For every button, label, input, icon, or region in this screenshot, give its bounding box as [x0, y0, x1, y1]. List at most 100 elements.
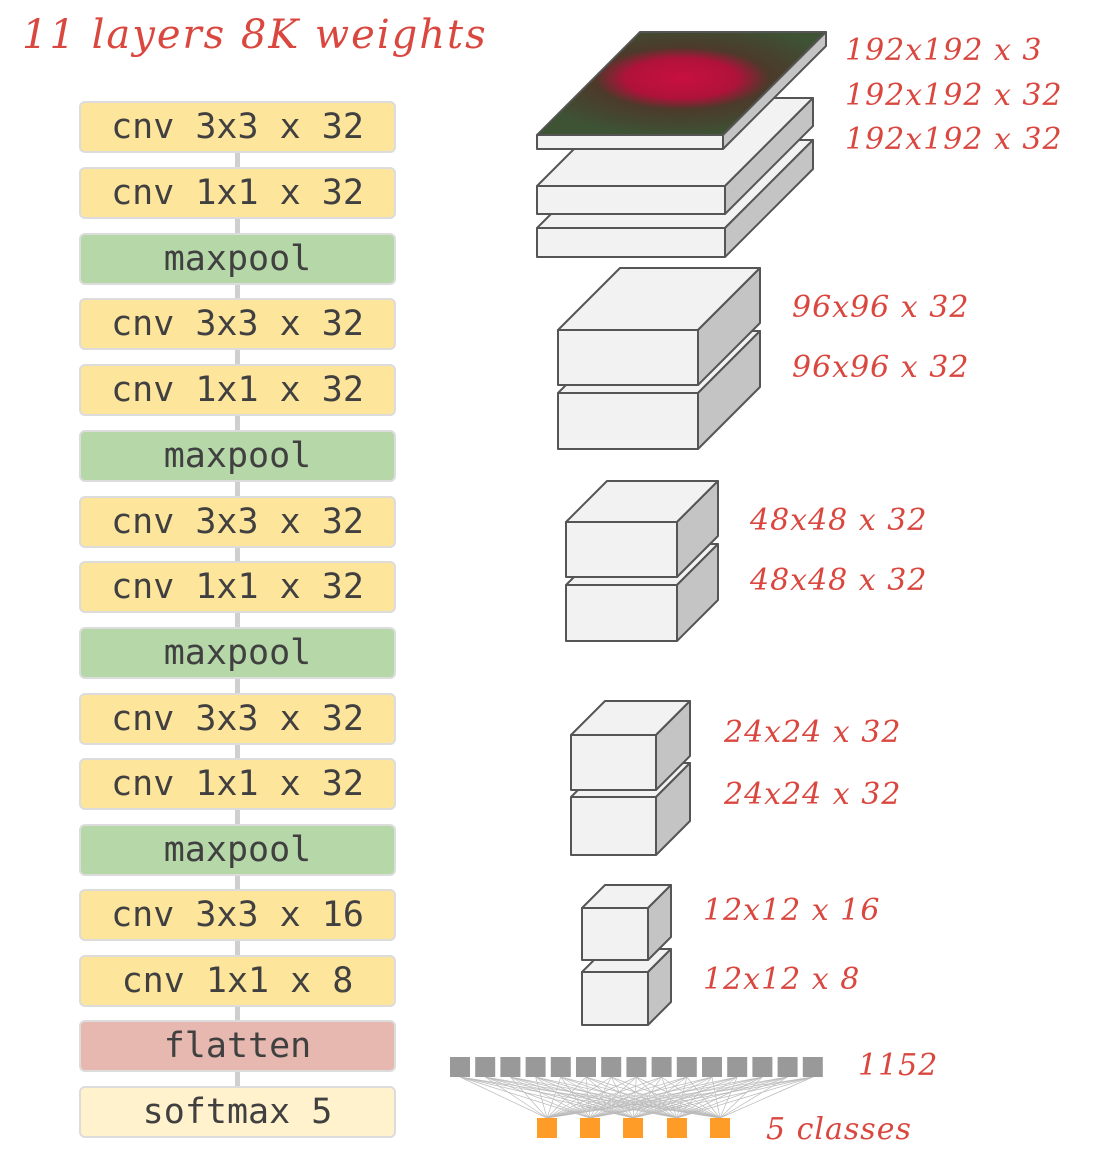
layer-box-flat: flatten	[79, 1020, 396, 1072]
flatten-node	[525, 1057, 546, 1077]
flatten-node	[727, 1057, 748, 1077]
flatten-node	[752, 1057, 773, 1077]
dense-connection	[546, 1076, 813, 1119]
dense-connection	[632, 1076, 738, 1119]
shape-label: 96x96 x 32	[792, 290, 970, 325]
classes-label: 5 classes	[766, 1112, 912, 1147]
block-front-face	[565, 521, 678, 578]
layer-box-conv: cnv 1x1 x 32	[79, 167, 396, 219]
dense-connection	[459, 1076, 591, 1119]
block-front-face	[581, 971, 649, 1026]
dense-connection	[459, 1076, 678, 1119]
dense-connection	[610, 1076, 634, 1119]
dense-connection	[632, 1076, 713, 1119]
block-front-face	[557, 392, 699, 450]
class-node	[623, 1118, 643, 1138]
flatten-node	[550, 1057, 571, 1077]
dense-connection	[546, 1076, 763, 1119]
shape-label: 48x48 x 32	[750, 503, 928, 538]
flatten-size-label: 1152	[858, 1048, 939, 1083]
shape-label: 24x24 x 32	[724, 777, 902, 812]
dense-connection	[589, 1076, 662, 1119]
layer-box-conv: cnv 3x3 x 32	[79, 101, 396, 153]
layer-box-conv: cnv 3x3 x 32	[79, 496, 396, 548]
class-node	[537, 1118, 557, 1138]
flatten-node	[651, 1057, 672, 1077]
dense-connection	[510, 1076, 721, 1119]
dense-connection	[585, 1076, 634, 1119]
layer-box-conv: cnv 3x3 x 32	[79, 693, 396, 745]
dense-connection	[485, 1076, 678, 1119]
dense-connection	[459, 1076, 548, 1119]
block-front-face	[570, 796, 657, 856]
dense-connection	[510, 1076, 678, 1119]
layer-box-conv: cnv 1x1 x 32	[79, 758, 396, 810]
shape-label: 48x48 x 32	[750, 563, 928, 598]
dense-connection	[546, 1076, 562, 1119]
dense-connection	[510, 1076, 634, 1119]
diagram-title: 11 layers 8K weights	[22, 12, 488, 58]
layer-box-pool: maxpool	[79, 824, 396, 876]
dense-connection	[510, 1076, 548, 1119]
dense-connection	[546, 1076, 637, 1119]
dense-connection	[535, 1076, 721, 1119]
dense-connection	[546, 1076, 662, 1119]
layer-box-pool: maxpool	[79, 430, 396, 482]
dense-connection	[676, 1076, 813, 1119]
shape-label: 12x12 x 16	[703, 893, 881, 928]
dense-connection	[560, 1076, 634, 1119]
dense-connection	[589, 1076, 763, 1119]
flatten-node	[450, 1057, 470, 1077]
flatten-node	[601, 1057, 622, 1077]
feature-map-block	[565, 480, 719, 578]
dense-connection	[535, 1076, 548, 1119]
shape-label: 96x96 x 32	[792, 350, 970, 385]
dense-connection	[589, 1076, 713, 1119]
dense-connection	[632, 1076, 788, 1119]
layer-box-soft: softmax 5	[79, 1086, 396, 1138]
shape-label: 24x24 x 32	[724, 715, 902, 750]
layer-box-conv: cnv 1x1 x 8	[79, 955, 396, 1007]
dense-connection	[485, 1076, 591, 1119]
shape-label: 192x192 x 32	[845, 78, 1063, 113]
flatten-node	[702, 1057, 722, 1077]
block-front-face	[536, 134, 724, 150]
dense-connection	[632, 1076, 763, 1119]
dense-connection	[459, 1076, 634, 1119]
block-front-face	[570, 734, 657, 791]
dense-connection	[546, 1076, 788, 1119]
block-front-face	[536, 185, 726, 215]
dense-connection	[546, 1076, 587, 1119]
layer-box-conv: cnv 3x3 x 32	[79, 298, 396, 350]
flatten-node	[626, 1057, 647, 1077]
block-front-face	[565, 584, 678, 642]
flatten-node	[802, 1057, 823, 1077]
dense-connection	[546, 1076, 713, 1119]
class-node	[710, 1118, 730, 1138]
flatten-node	[475, 1057, 496, 1077]
layer-box-pool: maxpool	[79, 627, 396, 679]
dense-connection	[510, 1076, 591, 1119]
dense-connection	[719, 1076, 813, 1119]
block-front-face	[536, 227, 726, 258]
shape-label: 12x12 x 8	[703, 962, 861, 997]
shape-label: 192x192 x 3	[845, 33, 1043, 68]
shape-label: 192x192 x 32	[845, 122, 1063, 157]
dense-connection	[485, 1076, 634, 1119]
dense-connection	[632, 1076, 688, 1119]
dense-connection	[485, 1076, 548, 1119]
dense-connection	[560, 1076, 721, 1119]
input-image-block	[536, 31, 827, 150]
feature-map-block	[581, 884, 672, 961]
feature-map-block	[557, 267, 761, 386]
dense-connection	[589, 1076, 637, 1119]
dense-connection	[546, 1076, 687, 1119]
dense-connection	[719, 1076, 763, 1119]
dense-connection	[535, 1076, 591, 1119]
flatten-node	[576, 1057, 596, 1077]
dense-connection	[535, 1076, 634, 1119]
dense-connection	[632, 1076, 662, 1119]
dense-connection	[632, 1076, 813, 1119]
dense-connection	[546, 1076, 612, 1119]
